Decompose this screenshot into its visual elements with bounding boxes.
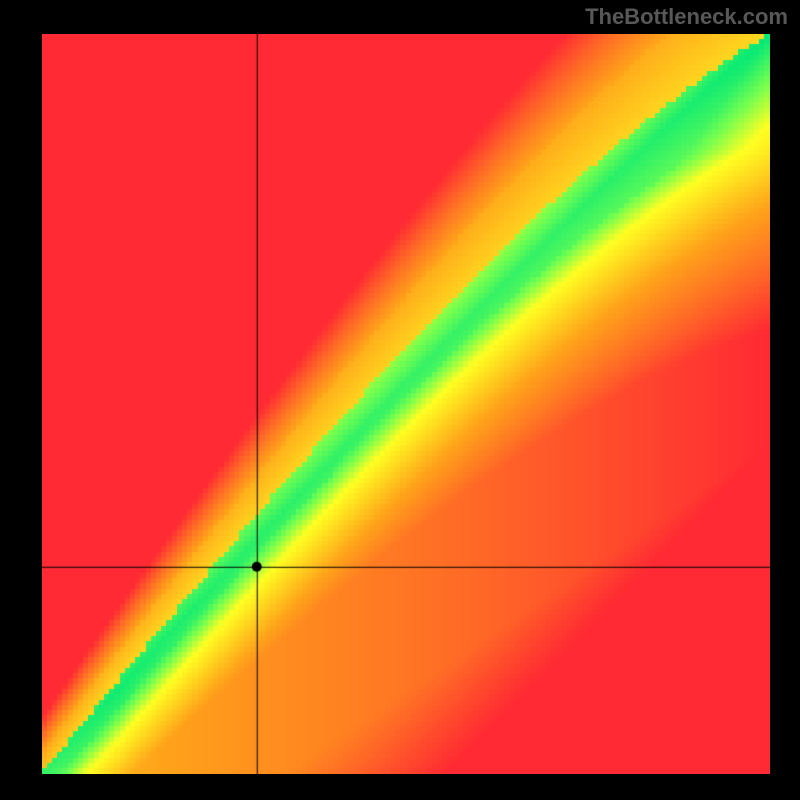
plot-area — [42, 34, 770, 774]
figure-container: TheBottleneck.com — [0, 0, 800, 800]
bottleneck-heatmap — [42, 34, 770, 774]
watermark-text: TheBottleneck.com — [585, 4, 788, 30]
